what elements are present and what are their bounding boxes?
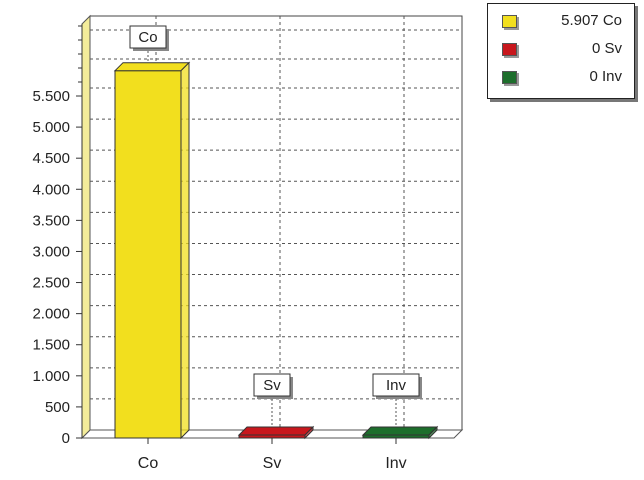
- bar-top-co: [113, 62, 191, 72]
- legend-label-sv: 0 Sv: [591, 40, 622, 57]
- y-tick-label: 5.500: [32, 88, 70, 105]
- legend: 5.907 Co 0 Sv 0 Inv: [487, 3, 635, 99]
- plot-left-wall: [81, 14, 91, 440]
- y-axis: 0 500 1.000 1.500 2.000 2.500 3.000 3.500 4.000 4…: [32, 24, 83, 447]
- y-tick-label: 3.000: [32, 243, 70, 260]
- data-label-box: [372, 373, 420, 397]
- y-tick-label: 1.500: [32, 337, 70, 354]
- legend-item-sv: 0 Sv: [488, 38, 634, 60]
- x-tick-label: Inv: [385, 455, 406, 472]
- y-tick-label: 1.000: [32, 368, 70, 385]
- y-tick-label: 2.000: [32, 306, 70, 323]
- legend-label-co: 5.907 Co: [561, 12, 622, 29]
- data-label-box: [129, 25, 167, 49]
- y-tick-label: 500: [45, 399, 70, 416]
- bar-top-sv: [237, 426, 315, 436]
- data-label-sv: Sv: [263, 377, 281, 394]
- x-tick-label: Sv: [263, 455, 282, 472]
- data-labels: Co Sv Inv: [129, 25, 422, 427]
- bar-side-inv: [428, 425, 438, 440]
- bars: [113, 61, 439, 440]
- y-tick-label: 5.000: [32, 119, 70, 136]
- legend-swatch-sv: [502, 43, 517, 56]
- legend-item-co: 5.907 Co: [488, 10, 634, 32]
- bar-top-inv: [361, 426, 439, 436]
- y-tick-label: 2.500: [32, 275, 70, 292]
- y-tick-label: 4.500: [32, 150, 70, 167]
- x-axis: Co Sv Inv: [138, 438, 407, 472]
- data-label-box: [253, 373, 291, 397]
- legend-swatch-inv: [502, 71, 517, 84]
- bar-side-sv: [304, 425, 314, 440]
- y-tick-label: 0: [62, 430, 70, 447]
- x-tick-label: Co: [138, 455, 159, 472]
- legend-label-inv: 0 Inv: [589, 68, 622, 85]
- data-label-co: Co: [138, 29, 157, 46]
- legend-swatch-co: [502, 15, 517, 28]
- bar-co: [114, 70, 182, 439]
- bar-side-co: [180, 61, 190, 440]
- data-label-inv: Inv: [386, 377, 407, 394]
- y-tick-label: 4.000: [32, 181, 70, 198]
- y-tick-label: 3.500: [32, 212, 70, 229]
- legend-item-inv: 0 Inv: [488, 66, 634, 88]
